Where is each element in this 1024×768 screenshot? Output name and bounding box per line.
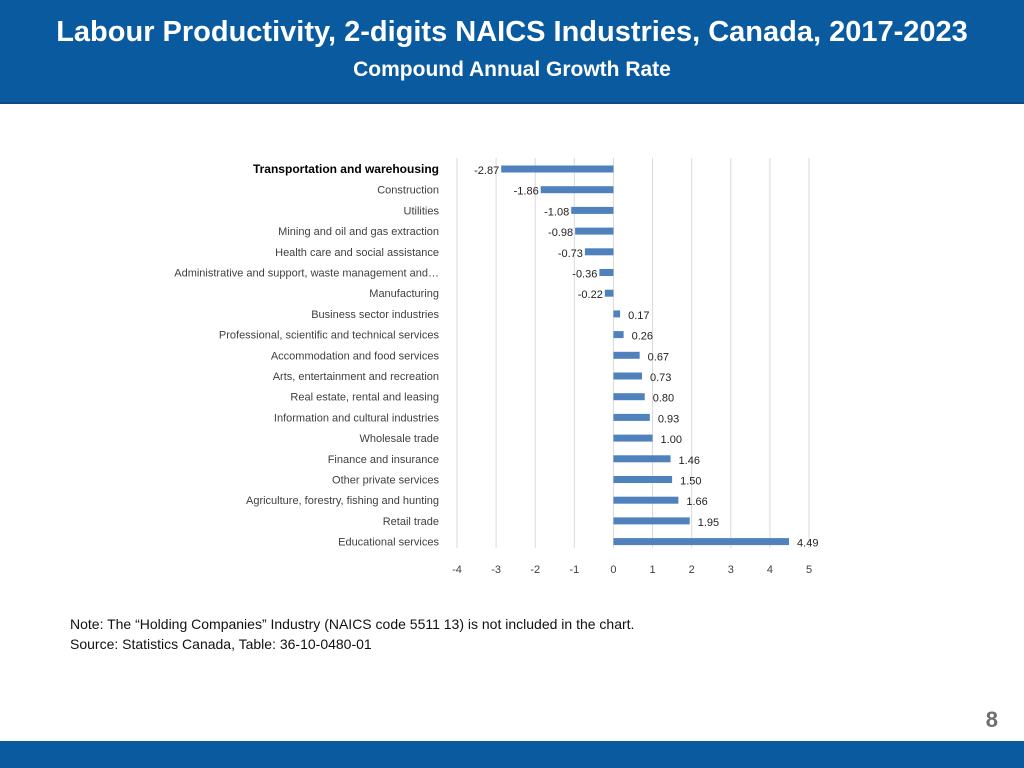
category-label: Professional, scientific and technical s…	[219, 330, 440, 342]
bar	[604, 289, 614, 297]
chart-canvas: -4 -3 -2 -1 0 1 2 3 4 5 -2.87 Transportation and wa…	[174, 158, 818, 576]
data-label: 1.50	[680, 476, 701, 488]
bar	[540, 186, 614, 194]
category-label: Business sector industries	[311, 309, 439, 321]
bar	[613, 434, 653, 442]
x-tick-label: 0	[610, 564, 616, 576]
bar	[613, 372, 642, 380]
data-label: -0.73	[558, 248, 583, 260]
data-label: 0.93	[658, 413, 679, 425]
bar	[613, 310, 621, 318]
data-label: 0.73	[650, 372, 671, 384]
category-label: Transportation and warehousing	[253, 162, 439, 176]
bar-chart: -4 -3 -2 -1 0 1 2 3 4 5 -2.87 Transportation and wa…	[0, 150, 1024, 590]
bar	[599, 269, 614, 276]
x-tick-label: -4	[452, 564, 462, 576]
data-label: -2.87	[474, 165, 499, 177]
footer-bar	[0, 741, 1024, 768]
x-tick-label: 2	[689, 564, 695, 576]
bar	[575, 227, 614, 235]
category-label: Real estate, rental and leasing	[290, 392, 439, 404]
data-label: 0.26	[632, 331, 653, 343]
data-label: 1.66	[686, 496, 707, 508]
data-label: -0.22	[578, 289, 603, 301]
page-title: Labour Productivity, 2-digits NAICS Indu…	[56, 16, 968, 48]
category-label: Arts, entertainment and recreation	[273, 371, 439, 383]
category-label: Retail trade	[383, 516, 439, 528]
category-label: Agriculture, forestry, fishing and hunti…	[246, 495, 439, 507]
x-tick-label: 3	[728, 564, 734, 576]
x-tick-label: -3	[491, 564, 501, 576]
data-label: 4.49	[797, 538, 818, 550]
page-number: 8	[985, 707, 998, 732]
bar	[613, 538, 790, 546]
category-label: Construction	[377, 185, 439, 197]
data-label: 1.00	[661, 434, 682, 446]
bar	[584, 248, 614, 256]
bar	[613, 476, 673, 483]
category-label: Finance and insurance	[328, 454, 439, 466]
bar	[613, 331, 624, 339]
bar	[613, 517, 690, 525]
data-label: 0.67	[648, 351, 669, 363]
x-tick-label: 4	[767, 564, 773, 576]
data-label: -1.08	[544, 206, 569, 218]
data-label: -0.36	[572, 269, 597, 281]
note-text: Note: The “Holding Companies” Industry (…	[70, 616, 635, 632]
category-label: Manufacturing	[369, 288, 439, 300]
bar	[613, 413, 650, 421]
bar	[613, 393, 645, 401]
data-label: -0.98	[548, 227, 573, 239]
data-label: 1.46	[679, 455, 700, 467]
category-label: Utilities	[404, 205, 440, 217]
category-label: Information and cultural industries	[274, 412, 440, 424]
category-label: Educational services	[338, 537, 439, 549]
data-label: -1.86	[514, 186, 539, 198]
x-tick-label: -2	[530, 564, 540, 576]
category-label: Accommodation and food services	[271, 350, 440, 362]
bar	[613, 351, 640, 359]
category-label: Administrative and support, waste manage…	[174, 268, 439, 280]
x-tick-label: -1	[569, 564, 579, 576]
data-label: 0.17	[628, 310, 649, 322]
category-label: Other private services	[332, 475, 439, 487]
bar	[571, 206, 614, 214]
data-label: 1.95	[698, 517, 719, 529]
category-label: Wholesale trade	[360, 433, 440, 445]
bar	[501, 165, 614, 173]
category-label: Health care and social assistance	[275, 247, 439, 259]
header-banner: Labour Productivity, 2-digits NAICS Indu…	[0, 0, 1024, 104]
bar	[613, 496, 679, 504]
data-label: 0.80	[653, 393, 674, 405]
bar	[613, 455, 671, 463]
category-label: Mining and oil and gas extraction	[278, 226, 439, 238]
x-tick-label: 1	[649, 564, 655, 576]
page-subtitle: Compound Annual Growth Rate	[353, 58, 671, 81]
source-text: Source: Statistics Canada, Table: 36-10-…	[70, 636, 372, 652]
notes: Note: The “Holding Companies” Industry (…	[70, 614, 634, 654]
x-tick-label: 5	[806, 564, 812, 576]
